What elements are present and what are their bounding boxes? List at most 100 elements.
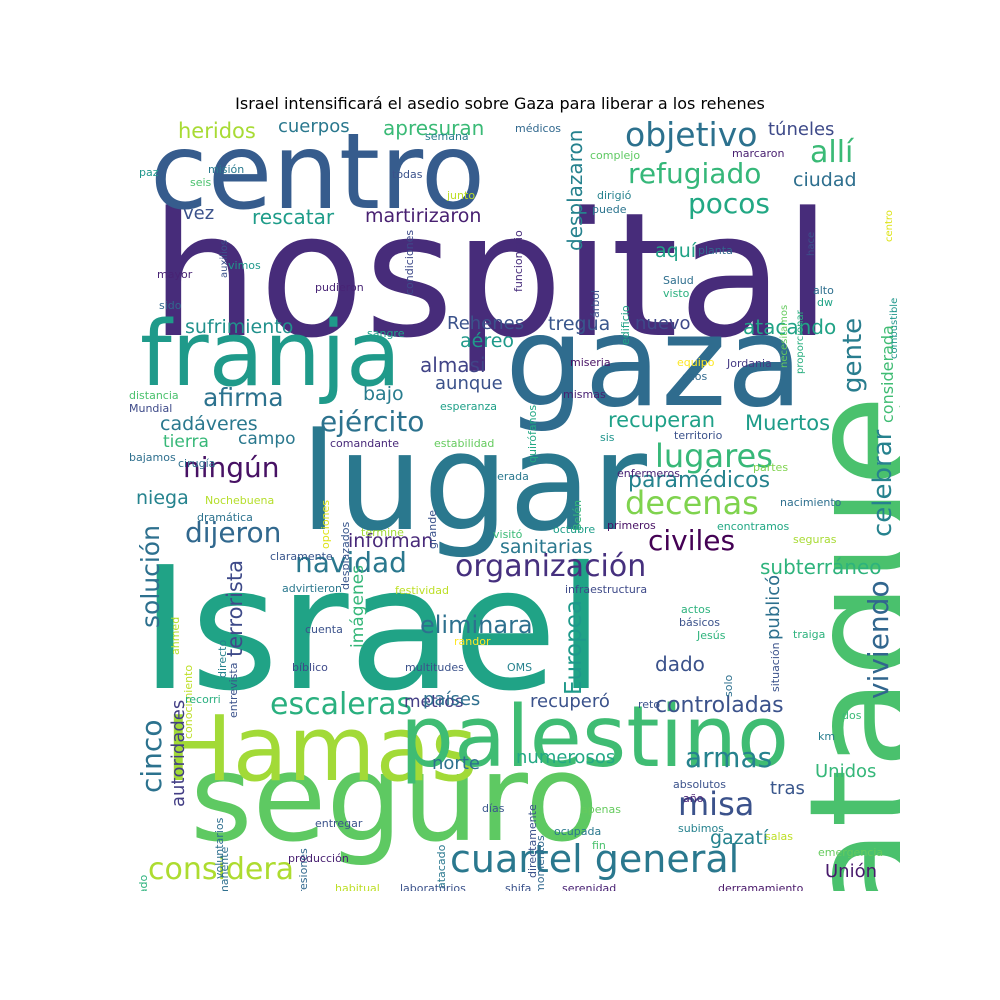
word-territorio: territorio — [674, 429, 723, 442]
word-paz: paz — [139, 166, 159, 179]
word-atacando: atacando — [743, 315, 837, 339]
word-visto: visto — [663, 287, 690, 300]
word-centro: centro — [150, 118, 486, 233]
word-ejercito: ejército — [320, 405, 425, 438]
word-vez: vez — [183, 203, 215, 224]
word-medicos: médicos — [515, 122, 562, 135]
word-equipo: equipo — [677, 356, 715, 369]
word-km: km — [818, 730, 836, 743]
word-imagenes: imágenes — [348, 564, 368, 648]
word-informan: informan — [348, 530, 434, 552]
word-combustible: combustible — [889, 297, 900, 359]
word-mayor: mayor — [157, 268, 193, 281]
word-caos: caos — [682, 370, 708, 383]
word-seis: seis — [190, 176, 212, 189]
word-alli: allí — [810, 135, 854, 170]
word-sanitarias: sanitarias — [500, 536, 593, 558]
word-organizacion: organización — [455, 549, 647, 584]
word-miseria: miseria — [570, 356, 611, 369]
word-proporcionar: proporcionar — [795, 310, 806, 374]
word-afirma: afirma — [203, 383, 284, 412]
word-heridos: heridos — [178, 119, 256, 143]
word-complejo: complejo — [590, 149, 641, 162]
word-publico: publicó — [763, 574, 784, 640]
word-bajamos: bajamos — [129, 451, 176, 464]
word-apresuran: apresuran — [383, 118, 485, 140]
word-hace: hace — [806, 231, 817, 256]
word-paises: países — [423, 689, 481, 710]
word-nochebuena: Nochebuena — [205, 494, 275, 507]
word-funcionario: funcionario — [512, 230, 525, 292]
word-shifa: shifa — [505, 882, 532, 891]
word-recorri: recorri — [185, 693, 221, 706]
word-lugares: lugares — [655, 437, 773, 475]
word-derramamiento: derramamiento — [718, 882, 804, 891]
word-civiles: civiles — [648, 524, 736, 557]
word-planta: planta — [698, 244, 733, 257]
word-desplazados: desplazados — [339, 521, 352, 590]
word-nuevo: nuevo — [635, 313, 691, 334]
word-festividad: festividad — [395, 584, 450, 597]
word-tregua: tregua — [548, 313, 611, 335]
word-hospital: hospital — [150, 175, 832, 376]
word-eliminara: eliminara — [420, 611, 533, 639]
word-aunque: aunque — [435, 373, 503, 394]
word-cuenta: cuenta — [305, 623, 343, 636]
word-considera: considera — [148, 852, 295, 887]
word-refugiado: refugiado — [628, 157, 762, 190]
word-martirizaron: martirizaron — [365, 205, 482, 227]
word-visito: visitó — [493, 528, 523, 541]
word-niega: niega — [136, 487, 189, 509]
word-multitudes: multitudes — [405, 661, 464, 674]
word-basicos: básicos — [679, 616, 721, 629]
word-gente: gente — [838, 317, 868, 393]
word-partes: partes — [753, 461, 789, 474]
word-ano: año — [683, 792, 704, 805]
word-ahmed: ahmed — [169, 616, 182, 655]
word-ningun: ningún — [183, 451, 280, 484]
word-sufrimiento: sufrimiento — [185, 316, 294, 338]
word-entrevista: entrevista — [227, 662, 240, 718]
word-subimos: subimos — [678, 822, 724, 835]
word-almasi: almasi — [420, 353, 486, 377]
word-rescatar: rescatar — [252, 205, 335, 229]
word-oms: OMS — [507, 661, 533, 674]
word-tuneles: túneles — [768, 119, 835, 140]
word-misa: misa — [678, 785, 755, 823]
word-desplazaron: desplazaron — [563, 129, 587, 251]
word-controladas: controladas — [655, 693, 784, 718]
word-ciudad: ciudad — [793, 169, 857, 191]
word-habitual: habitual — [335, 882, 380, 891]
word-franja: franja — [140, 302, 402, 407]
word-comandante: comandante — [330, 437, 399, 450]
word-rehenes: Rehenes — [447, 313, 525, 334]
word-dramatica: dramática — [197, 511, 253, 524]
word-situacion: situación — [769, 642, 782, 692]
word-laboratorios: laboratorios — [400, 882, 466, 891]
word-dias: días — [482, 802, 505, 815]
word-fin: fin — [592, 839, 606, 852]
word-produccion: producción — [288, 852, 349, 865]
word-dw: dw — [817, 296, 833, 309]
word-junto: junto — [447, 189, 476, 202]
word-edificio: edificio — [619, 305, 632, 345]
word-aereo: aéreo — [460, 330, 515, 352]
word-centro: centro — [884, 210, 895, 242]
word-liderada: liderada — [484, 470, 529, 483]
word-celebrar: celebrar — [868, 429, 898, 537]
word-union: Unión — [825, 861, 878, 882]
word-claramente: claramente — [270, 550, 333, 563]
word-sangre: sangre — [367, 327, 405, 340]
word-israel: Israel — [140, 531, 605, 729]
word-campo: campo — [238, 429, 296, 449]
word-emergencia: emergencia — [818, 846, 884, 859]
word-bajo: bajo — [363, 383, 404, 405]
word-recupero: recuperó — [530, 691, 610, 712]
word-quirofanos: quirófanos — [526, 404, 539, 463]
word-pudieron: pudieron — [315, 281, 364, 294]
word-grande: grande — [426, 510, 439, 549]
word-navidad: navidad — [295, 546, 407, 579]
figure-title: Israel intensificará el asedio sobre Gaz… — [235, 94, 765, 113]
word-ocupado: ocupado — [137, 875, 150, 891]
